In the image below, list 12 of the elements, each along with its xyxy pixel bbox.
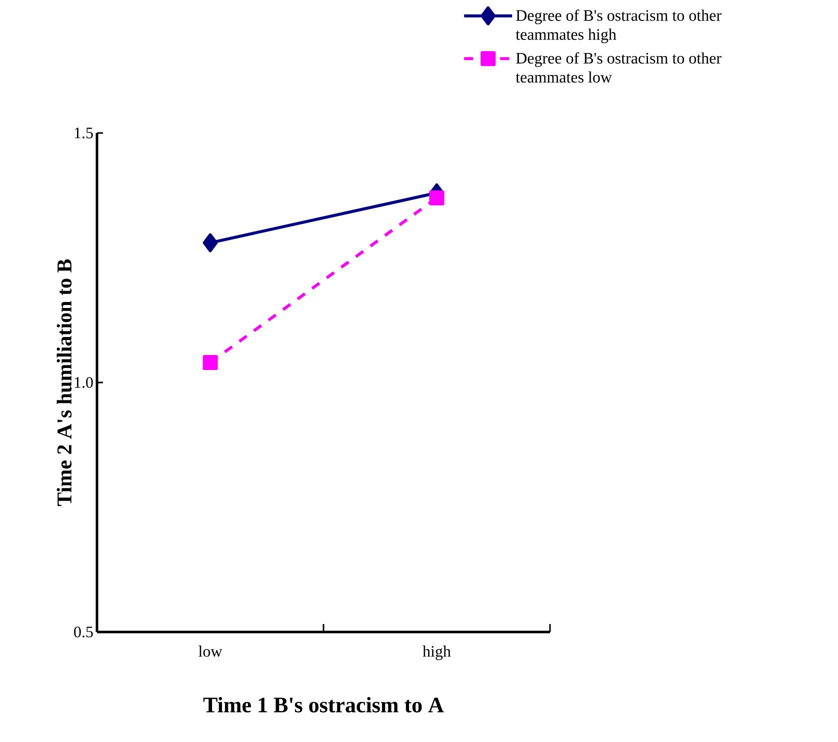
point bbox=[202, 233, 218, 252]
y-tick-label: 0.5 bbox=[74, 626, 93, 638]
point bbox=[202, 355, 218, 370]
y-axis-title: Time 2 A's humiliation to B bbox=[56, 259, 72, 506]
y-tick-label: 1.0 bbox=[74, 377, 93, 388]
legend-label: Degree of B's ostracism to other teammates low bbox=[516, 52, 722, 83]
legend-label: Degree of B's ostracism to other teammates high bbox=[516, 9, 722, 44]
x-axis-title: Time 1 B's ostracism to A bbox=[203, 696, 444, 712]
y-tick-label: 1.5 bbox=[74, 128, 93, 138]
point bbox=[429, 190, 444, 206]
x-tick-label: low bbox=[198, 646, 222, 657]
x-tick-label: high bbox=[422, 646, 451, 660]
